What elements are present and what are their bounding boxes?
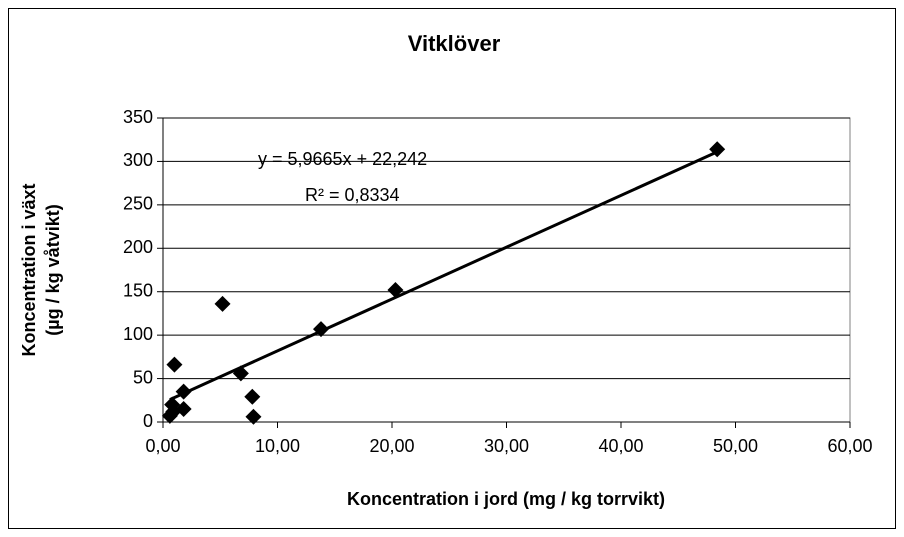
x-axis-label: Koncentration i jord (mg / kg torrvikt)	[347, 489, 665, 509]
annotation: R² = 0,8334	[305, 185, 400, 205]
y-axis-label: (µg / kg våtvikt)	[43, 204, 63, 335]
point	[245, 408, 262, 425]
y-axis-label: Koncentration i växt	[19, 183, 39, 356]
y-tick-label: 50	[133, 367, 153, 387]
point	[244, 388, 261, 405]
y-tick-label: 0	[143, 411, 153, 431]
y-tick-label: 150	[123, 280, 153, 300]
trendline	[169, 150, 718, 401]
point	[387, 281, 404, 298]
annotation: y = 5,9665x + 22,242	[258, 149, 427, 169]
y-tick-label: 250	[123, 194, 153, 214]
x-tick-label: 10,00	[255, 436, 300, 456]
x-tick-label: 60,00	[827, 436, 872, 456]
x-tick-label: 50,00	[713, 436, 758, 456]
x-tick-label: 0,00	[145, 436, 180, 456]
y-tick-label: 300	[123, 150, 153, 170]
y-tick-label: 100	[123, 324, 153, 344]
point	[214, 295, 231, 312]
point	[165, 403, 182, 420]
chart-title: Vitklöver	[408, 31, 501, 56]
point	[175, 383, 192, 400]
point	[166, 356, 183, 373]
x-tick-label: 40,00	[598, 436, 643, 456]
y-tick-label: 200	[123, 237, 153, 257]
point	[313, 321, 330, 338]
y-tick-label: 350	[123, 107, 153, 127]
x-tick-label: 30,00	[484, 436, 529, 456]
point	[232, 365, 249, 382]
x-tick-label: 20,00	[369, 436, 414, 456]
plot-area	[162, 117, 851, 423]
point	[709, 141, 726, 158]
